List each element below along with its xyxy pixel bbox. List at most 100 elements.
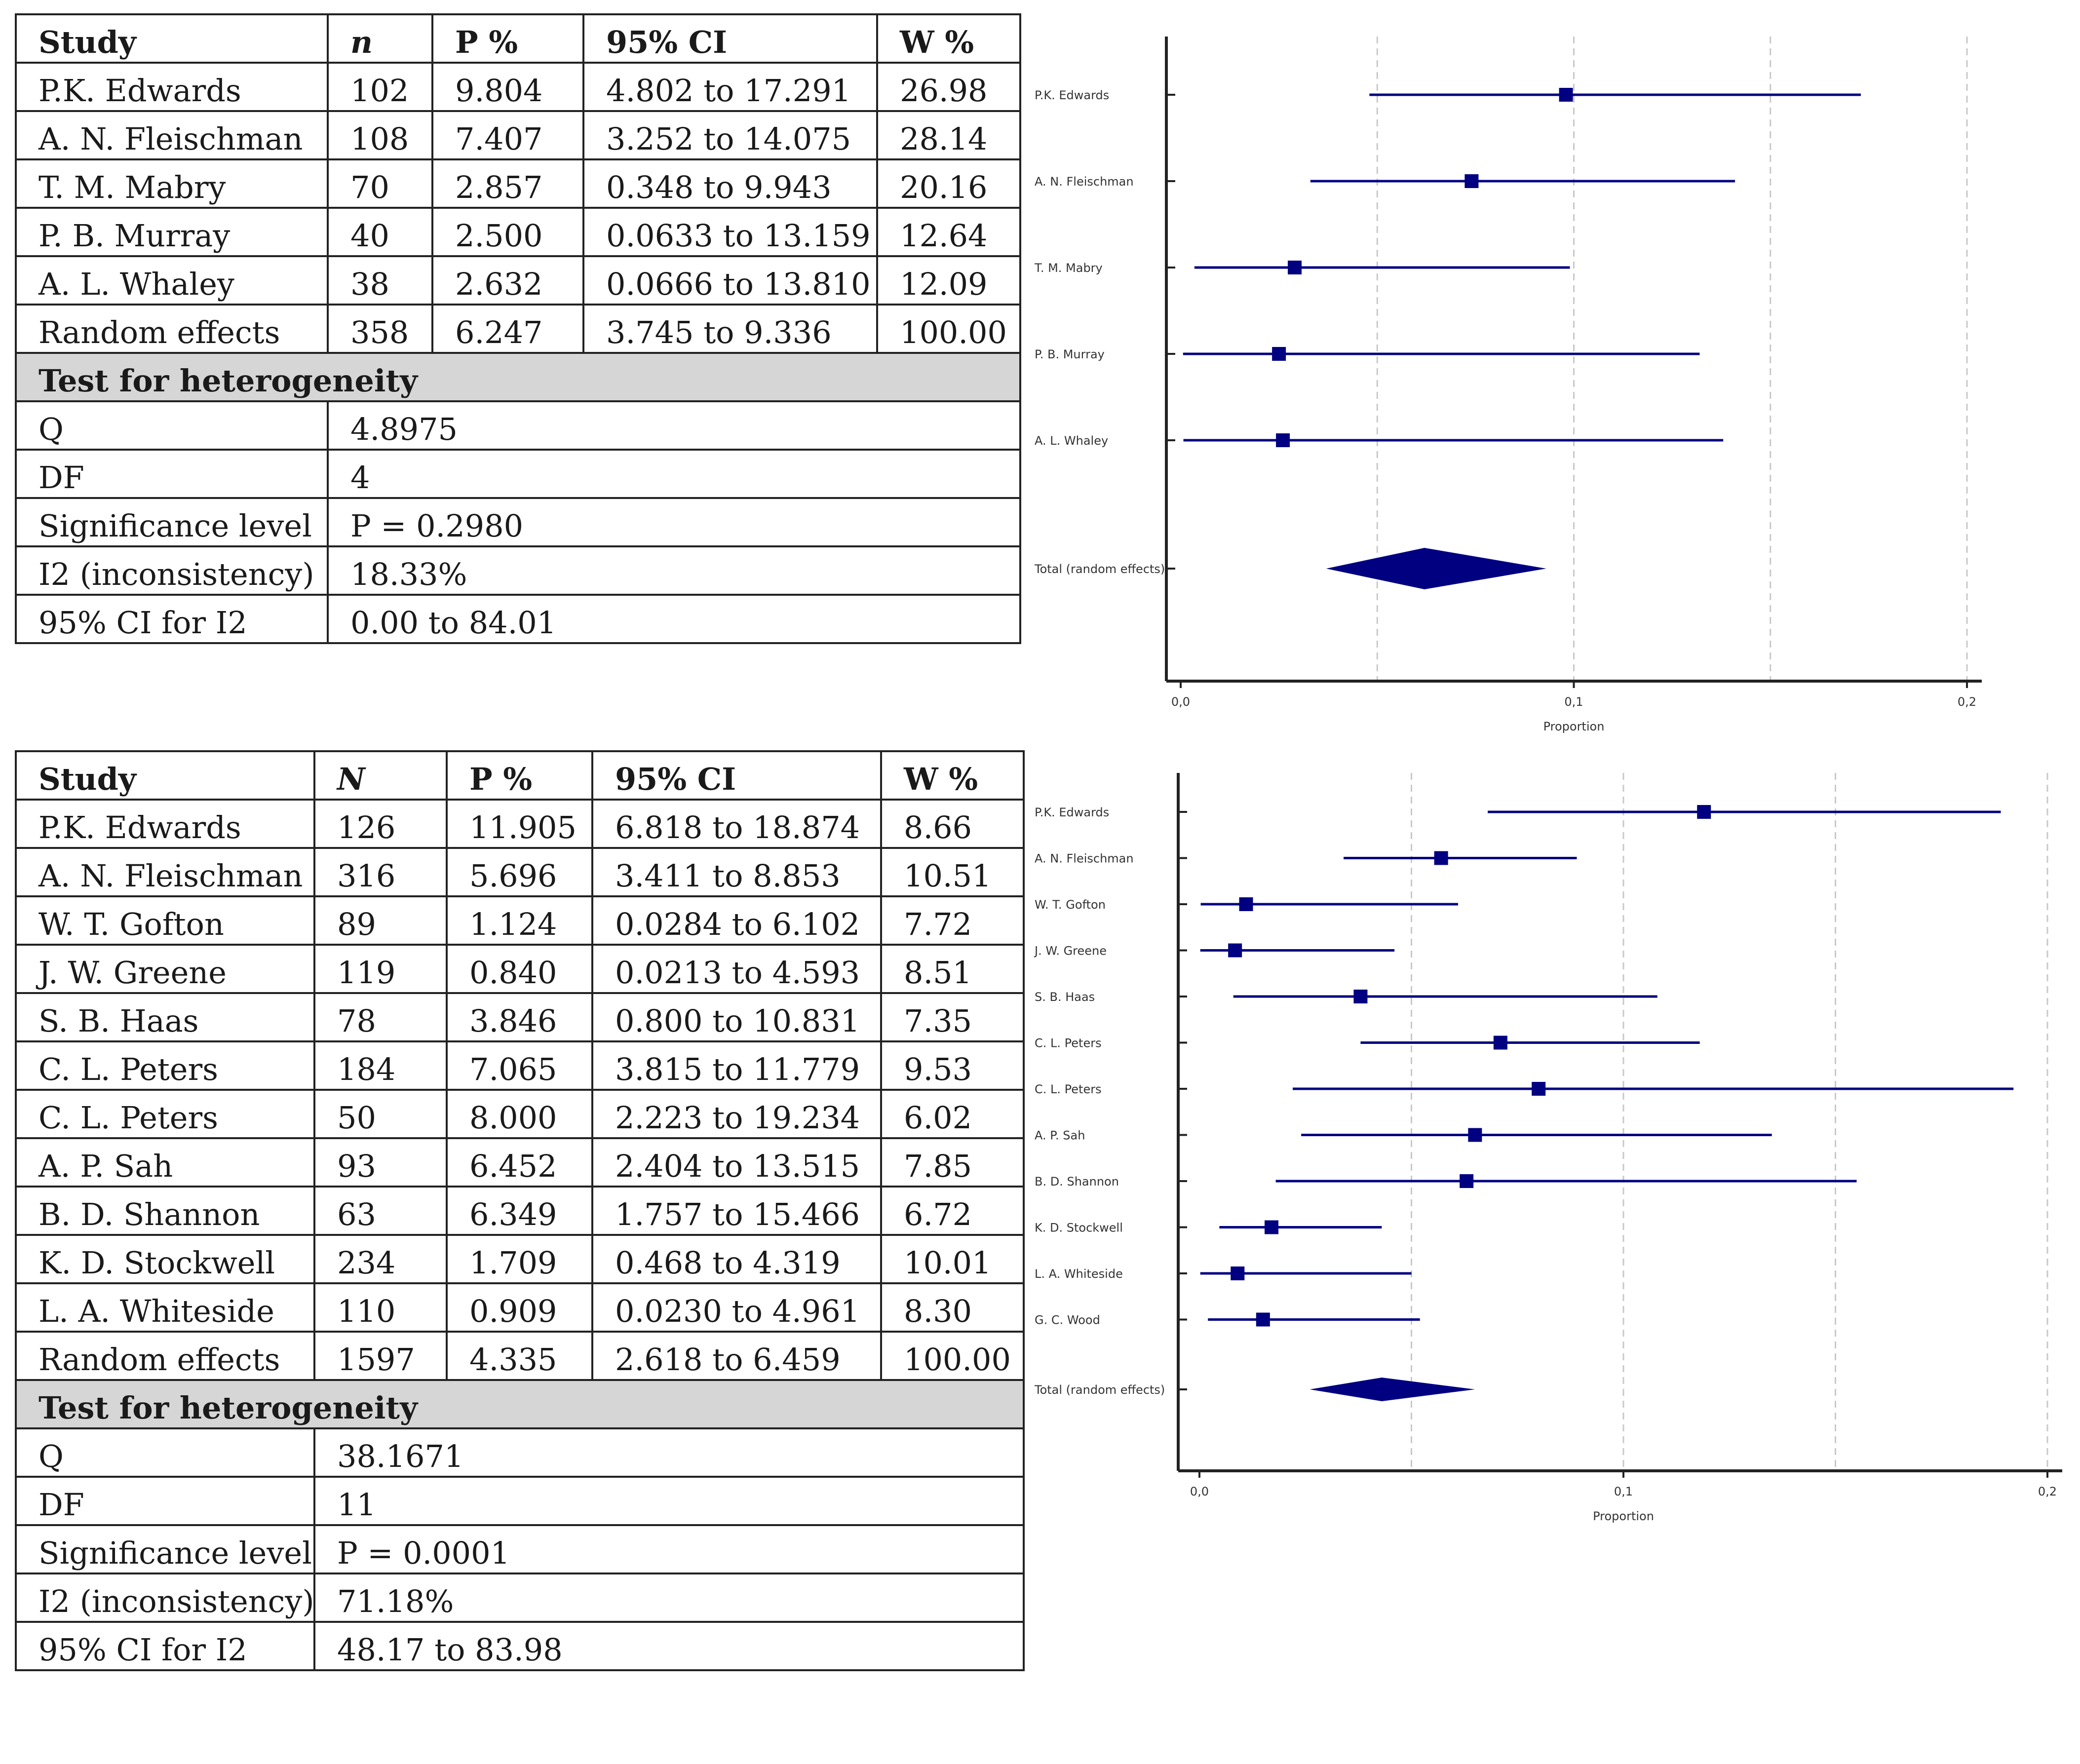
cell-study: K. D. Stockwell	[15, 1234, 315, 1284]
study-label: J. W. Greene	[1034, 944, 1107, 958]
cell-w: 20.16	[876, 158, 1021, 209]
table-row: P.K. Edwards 126 11.905 6.818 to 18.874 8.66	[15, 799, 1025, 849]
stat-value: 0.00 to 84.01	[327, 594, 1021, 644]
cell-ci: 0.468 to 4.319	[591, 1234, 882, 1284]
cell-p: 3.846	[446, 992, 593, 1042]
cell-p: 7.065	[446, 1040, 593, 1091]
stat-label: Q	[15, 1427, 315, 1478]
cell-ci: 3.745 to 9.336	[582, 304, 878, 354]
cell-study: W. T. Gofton	[15, 895, 315, 946]
header-ci: 95% CI	[591, 750, 882, 801]
meta-table-2: Study N P % 95% CI W % P.K. Edwards 126 11…	[15, 750, 1025, 1671]
cell-p: 6.452	[446, 1137, 593, 1188]
study-label: K. D. Stockwell	[1035, 1221, 1123, 1235]
table-row: P. B. Murray 40 2.500 0.0633 to 13.159 12.64	[15, 207, 1021, 257]
cell-p: 0.840	[446, 944, 593, 994]
point-estimate-marker	[1434, 851, 1448, 865]
header-w: W %	[876, 13, 1021, 64]
cell-w: 7.85	[880, 1137, 1025, 1188]
point-estimate-marker	[1460, 1174, 1474, 1188]
stat-label: I2 (inconsistency)	[15, 1572, 315, 1623]
cell-w: 12.64	[876, 207, 1021, 257]
study-label: P.K. Edwards	[1035, 88, 1109, 102]
cell-n: 93	[313, 1137, 448, 1188]
cell-study: C. L. Peters	[15, 1040, 315, 1091]
total-label: Total (random effects)	[1034, 1383, 1165, 1397]
cell-w: 100.00	[876, 304, 1021, 354]
cell-study: B. D. Shannon	[15, 1186, 315, 1236]
table-row: C. L. Peters 50 8.000 2.223 to 19.234 6.02	[15, 1089, 1025, 1139]
table-row: W. T. Gofton 89 1.124 0.0284 to 6.102 7.72	[15, 895, 1025, 946]
cell-study: Random effects	[15, 1331, 315, 1381]
header-study: Study	[15, 13, 329, 64]
point-estimate-marker	[1468, 1128, 1482, 1142]
table-header-row: Study n P % 95% CI W %	[15, 13, 1021, 64]
heterogeneity-title: Test for heterogeneity	[15, 1379, 1025, 1429]
header-n: N	[313, 750, 448, 801]
meta-table-1: Study n P % 95% CI W % P.K. Edwards 102 9.…	[15, 13, 1021, 644]
total-label: Total (random effects)	[1034, 562, 1165, 576]
study-label: C. L. Peters	[1035, 1036, 1102, 1050]
forest-plot-1: 0,0 0,1 0,2 Proportion P.K. Edwards A. N. Fle…	[1034, 37, 1982, 733]
cell-ci: 2.223 to 19.234	[591, 1089, 882, 1139]
cell-n: 316	[313, 847, 448, 897]
cell-ci: 0.0666 to 13.810	[582, 255, 878, 306]
cell-w: 6.72	[880, 1186, 1025, 1236]
stat-label: DF	[15, 1476, 315, 1526]
stat-row: I2 (inconsistency) 18.33%	[15, 545, 1021, 596]
cell-n: 70	[327, 158, 433, 209]
cell-w: 100.00	[880, 1331, 1025, 1381]
stat-label: 95% CI for I2	[15, 594, 329, 644]
x-tick-label: 0,2	[2038, 1485, 2057, 1498]
cell-p: 2.632	[431, 255, 584, 306]
heterogeneity-header: Test for heterogeneity	[15, 352, 1021, 402]
stat-value: P = 0.2980	[327, 497, 1021, 547]
pooled-estimate-diamond	[1326, 548, 1546, 589]
table-header-row: Study N P % 95% CI W %	[15, 750, 1025, 801]
cell-ci: 0.0230 to 4.961	[591, 1282, 882, 1333]
cell-study: A. P. Sah	[15, 1137, 315, 1188]
stat-label: 95% CI for I2	[15, 1621, 315, 1671]
cell-p: 4.335	[446, 1331, 593, 1381]
cell-n: 63	[313, 1186, 448, 1236]
cell-study: J. W. Greene	[15, 944, 315, 994]
header-p: P %	[431, 13, 584, 64]
cell-p: 6.247	[431, 304, 584, 354]
stat-row: 95% CI for I2 0.00 to 84.01	[15, 594, 1021, 644]
stat-row: DF 11	[15, 1476, 1025, 1526]
forest-plot-2: 0,0 0,1 0,2 Proportion P.K. Edwards A. N. Fle…	[1034, 773, 2062, 1523]
header-p: P %	[446, 750, 593, 801]
table-row: C. L. Peters 184 7.065 3.815 to 11.779 9.53	[15, 1040, 1025, 1091]
cell-w: 8.30	[880, 1282, 1025, 1333]
x-tick-label: 0,1	[1614, 1485, 1633, 1498]
cell-study: A. N. Fleischman	[15, 847, 315, 897]
study-label: A. L. Whaley	[1035, 434, 1108, 448]
cell-p: 11.905	[446, 799, 593, 849]
cell-p: 7.407	[431, 110, 584, 160]
stat-value: 4.8975	[327, 400, 1021, 451]
cell-w: 8.51	[880, 944, 1025, 994]
cell-n: 50	[313, 1089, 448, 1139]
stat-row: DF 4	[15, 449, 1021, 499]
stat-row: Q 38.1671	[15, 1427, 1025, 1478]
cell-n: 126	[313, 799, 448, 849]
table-row: S. B. Haas 78 3.846 0.800 to 10.831 7.35	[15, 992, 1025, 1042]
stat-value: 18.33%	[327, 545, 1021, 596]
point-estimate-marker	[1532, 1082, 1546, 1096]
cell-study: S. B. Haas	[15, 992, 315, 1042]
stat-label: I2 (inconsistency)	[15, 545, 329, 596]
cell-n: 89	[313, 895, 448, 946]
pooled-estimate-diamond	[1310, 1378, 1475, 1401]
header-w: W %	[880, 750, 1025, 801]
study-label: A. P. Sah	[1035, 1129, 1085, 1143]
study-label: W. T. Gofton	[1035, 898, 1106, 912]
cell-w: 8.66	[880, 799, 1025, 849]
point-estimate-marker	[1464, 174, 1479, 188]
table-row: A. L. Whaley 38 2.632 0.0666 to 13.810 12.09	[15, 255, 1021, 306]
x-tick-label: 0,0	[1171, 695, 1190, 709]
cell-w: 7.35	[880, 992, 1025, 1042]
stat-label: DF	[15, 449, 329, 499]
study-label: T. M. Mabry	[1034, 261, 1103, 275]
cell-ci: 0.0213 to 4.593	[591, 944, 882, 994]
cell-p: 1.709	[446, 1234, 593, 1284]
